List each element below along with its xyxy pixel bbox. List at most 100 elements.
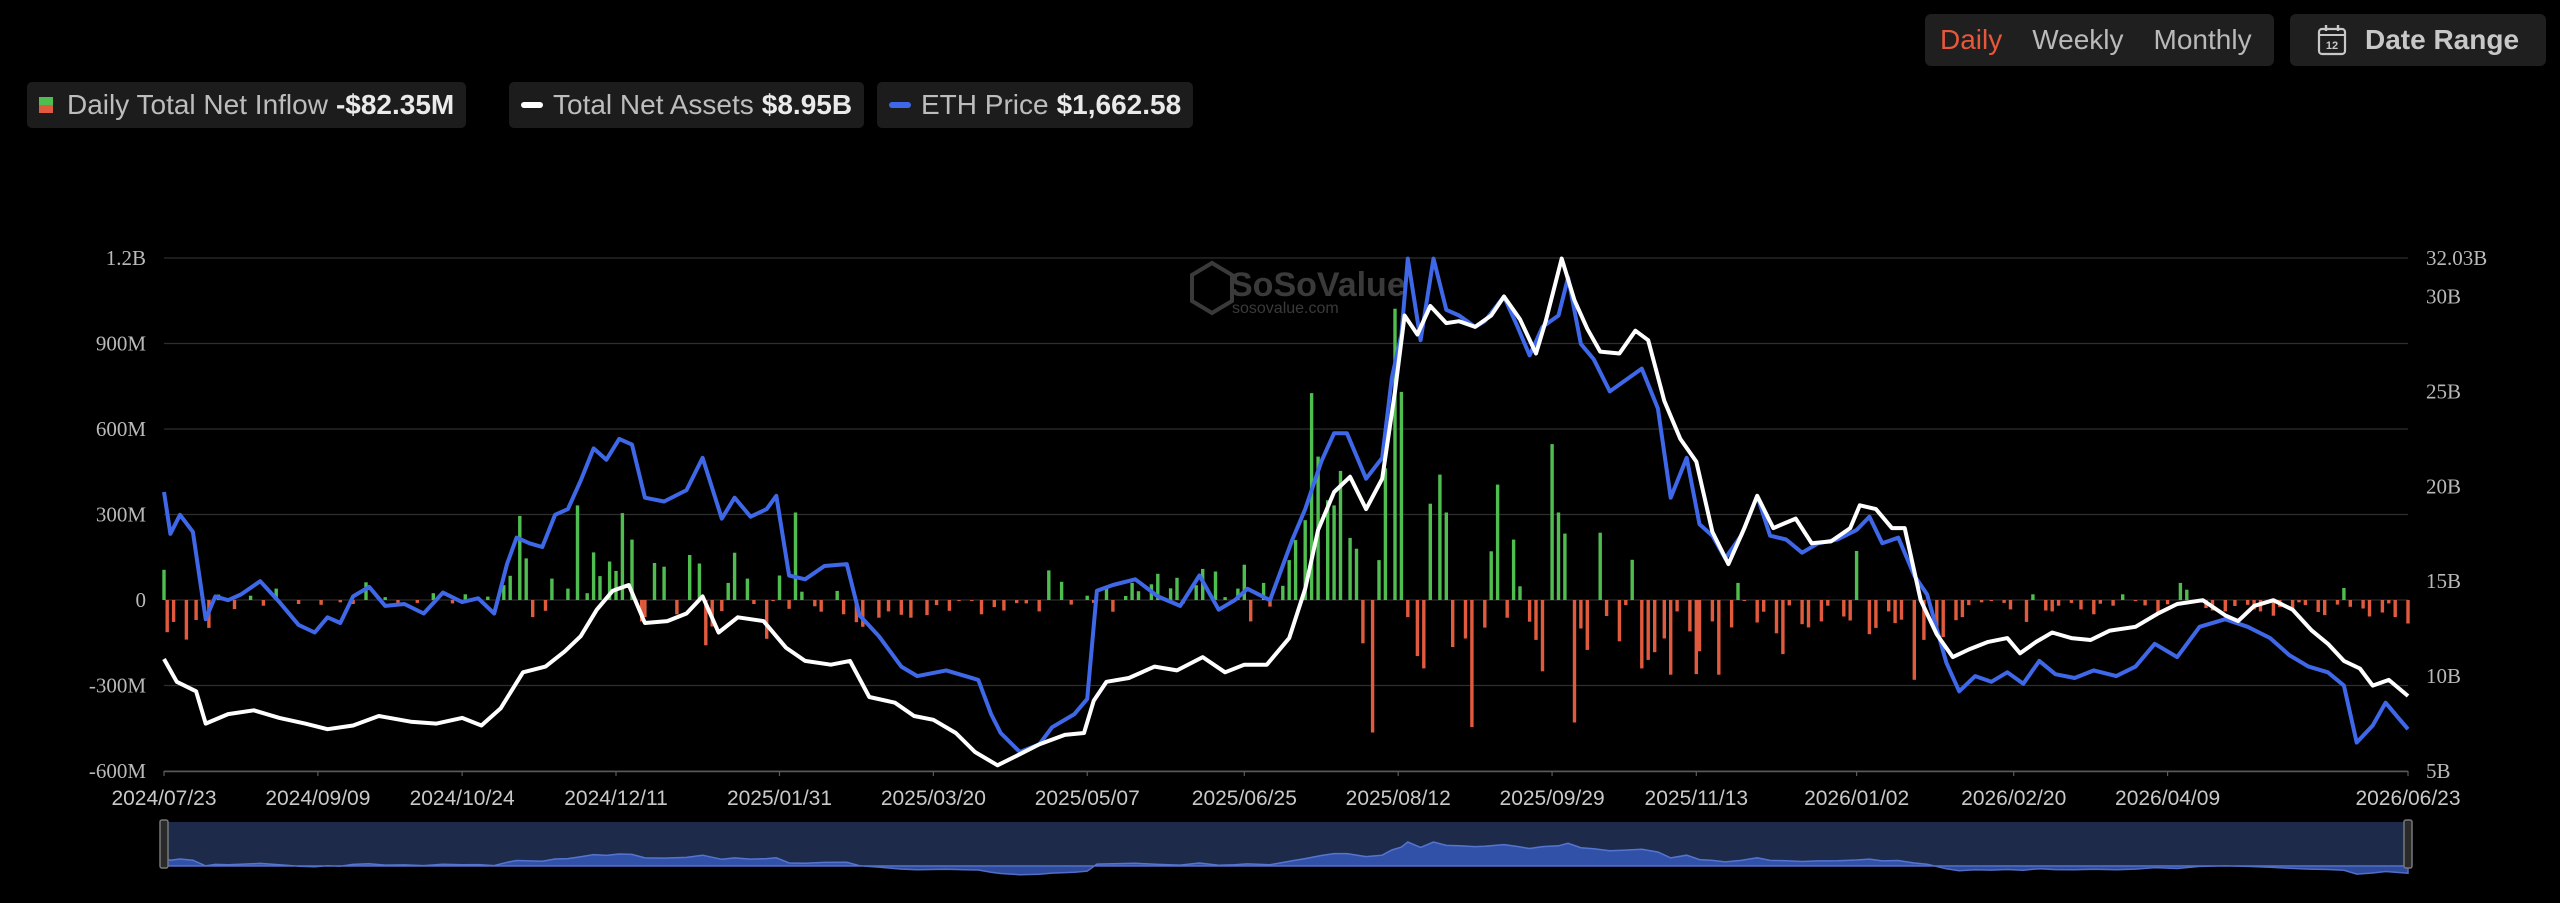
x-tick-label: 2024/09/09 (265, 787, 370, 810)
inflow-bar (1867, 600, 1872, 635)
inflow-bar (1002, 600, 1006, 611)
inflow-bar (1710, 600, 1715, 622)
inflow-bar (1470, 600, 1474, 728)
inflow-bar (338, 600, 342, 603)
period-weekly-button[interactable]: Weekly (2032, 24, 2124, 55)
range-navigator[interactable] (159, 819, 2413, 876)
period-monthly-button[interactable]: Monthly (2153, 24, 2252, 55)
legend-assets[interactable]: Total Net Assets $8.95B (509, 82, 865, 128)
inflow-bar (1912, 600, 1916, 680)
date-range-button[interactable]: 12 Date Range (2290, 14, 2546, 66)
inflow-bar (2165, 600, 2170, 605)
x-tick-label: 2026/01/02 (1804, 787, 1909, 810)
inflow-bar (1540, 600, 1545, 672)
legend-price[interactable]: ETH Price $1,662.58 (877, 82, 1194, 128)
left-tick-label: -300M (89, 674, 146, 698)
inflow-bar (1348, 537, 1352, 600)
legend-inflow-value: -$82.35M (335, 89, 455, 120)
inflow-bar (2133, 600, 2138, 602)
inflow-bar (2367, 600, 2372, 617)
inflow-bar (745, 578, 750, 600)
inflow-bar (1800, 600, 1804, 625)
inflow-bar (1922, 600, 1926, 640)
inflow-bar (2335, 600, 2340, 605)
navigator-left-handle[interactable] (159, 819, 169, 869)
inflow-bar (662, 566, 666, 600)
left-tick-label: 0 (136, 588, 147, 612)
inflow-bar (2008, 600, 2013, 610)
inflow-bar (162, 569, 166, 600)
inflow-bar (979, 600, 984, 615)
navigator-right-handle[interactable] (2403, 819, 2413, 869)
inflow-bar (1893, 600, 1897, 624)
total-net-assets-line (162, 256, 2410, 768)
inflow-bar (296, 600, 301, 604)
inflow-bar (261, 600, 266, 606)
inflow-bar (1393, 308, 1397, 600)
inflow-bar (531, 600, 535, 618)
inflow-bar (2290, 600, 2295, 609)
inflow-bar (1175, 577, 1179, 600)
inflow-bar (1819, 600, 1824, 622)
inflow-bar (771, 600, 775, 602)
inflow-bar (813, 600, 817, 607)
x-tick-label: 2024/07/23 (111, 787, 216, 810)
legend-inflow[interactable]: Daily Total Net Inflow -$82.35M (27, 82, 467, 128)
right-tick-label: 5B (2426, 759, 2451, 783)
inflow-bar (1935, 600, 1939, 632)
inflow-bar (2143, 600, 2147, 606)
inflow-bar (1874, 600, 1878, 628)
inflow-bar (1451, 600, 1455, 647)
inflow-bar (2111, 600, 2115, 606)
inflow-bar (431, 593, 435, 600)
inflow-bar (752, 600, 756, 604)
inflow-bar (2271, 600, 2276, 616)
inflow-bar (1136, 591, 1141, 600)
inflow-bar (2069, 600, 2074, 603)
inflow-bar (1563, 533, 1567, 600)
inflow-bar (1534, 600, 1538, 640)
inflow-bar (1960, 600, 1965, 618)
inflow-bar (1518, 586, 1522, 600)
inflow-bar (1242, 564, 1246, 600)
inflow-bar (1755, 600, 1759, 623)
inflow-bar (2342, 588, 2346, 600)
inflow-bar (1037, 600, 1041, 612)
legend-inflow-label: Daily Total Net Inflow (67, 89, 328, 120)
left-tick-label: -600M (89, 759, 146, 783)
inflow-bar (450, 600, 455, 604)
inflow-bar (1338, 470, 1343, 600)
inflow-bar (1979, 600, 1984, 603)
svg-text:12: 12 (2326, 40, 2338, 52)
inflow-bar (1899, 600, 1904, 620)
inflow-bar (1585, 600, 1589, 650)
inflow-bar (550, 578, 554, 600)
inflow-bar (2121, 594, 2125, 600)
period-daily-button[interactable]: Daily (1940, 24, 2003, 55)
inflow-bar (591, 552, 596, 600)
inflow-bar (1124, 596, 1128, 600)
inflow-bar (1989, 600, 1993, 601)
inflow-bar (819, 600, 823, 612)
legend-assets-label: Total Net Assets (553, 89, 754, 120)
inflow-bar (1130, 582, 1134, 600)
legend-price-label: ETH Price (921, 89, 1049, 120)
inflow-bar (877, 600, 881, 618)
inflow-bar (2393, 600, 2397, 618)
x-tick-label: 2024/12/11 (564, 787, 668, 810)
inflow-bar (1646, 600, 1650, 660)
inflow-bar (909, 600, 913, 618)
inflow-bar (630, 539, 634, 600)
grid-lines (164, 257, 2408, 772)
inflow-bar (1781, 600, 1785, 655)
inflow-bar (319, 600, 323, 605)
inflow-bar (2050, 600, 2054, 612)
eth-price-line (162, 256, 2410, 754)
inflow-bar (1511, 539, 1516, 600)
inflow-bar (607, 561, 612, 600)
inflow-bar (1326, 500, 1330, 601)
inflow-bar (351, 600, 355, 604)
inflow-bar (1293, 540, 1298, 600)
inflow-bar (1111, 600, 1115, 612)
price-swatch (889, 102, 911, 108)
